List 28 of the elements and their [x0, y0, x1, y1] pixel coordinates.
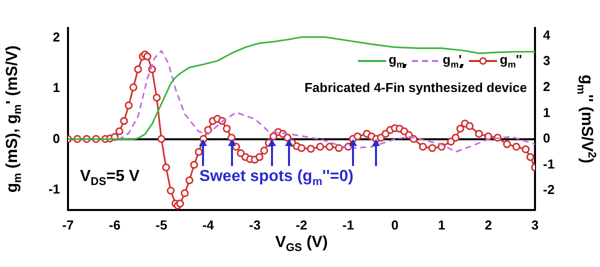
x-tick-label: 2: [484, 217, 492, 232]
y2-tick-label: 1: [543, 104, 550, 120]
x-tick-label: -4: [202, 217, 215, 232]
x-tick-label: -7: [62, 217, 74, 232]
annotation: Fabricated 4-Fin synthesized device: [304, 80, 527, 95]
legend-label: g$_{m}$': [442, 52, 462, 70]
y2-tick-label: -1: [543, 156, 555, 172]
y-tick-label: 2: [52, 30, 60, 45]
y2-tick-label: 3: [543, 53, 550, 68]
x-axis-title: V$_{GS}$ (V): [275, 234, 328, 254]
annotation: V$_{DS}$=5 V: [80, 168, 140, 188]
x-tick-label: -6: [108, 217, 120, 232]
x-tick-label: 1: [438, 217, 446, 232]
y2-tick-label: 4: [543, 27, 551, 42]
y2-tick-label: 0: [543, 130, 550, 146]
x-tick-label: -5: [156, 217, 168, 232]
y-tick-label: 0: [52, 130, 60, 146]
x-tick-label: 0: [391, 217, 399, 232]
y-tick-label: 1: [52, 80, 60, 96]
x-tick-label: -3: [249, 217, 261, 232]
legend-label: g$_{m}$'': [500, 52, 522, 70]
x-tick-label: 3: [531, 217, 539, 232]
x-tick-label: -2: [296, 217, 308, 232]
y2-tick-label: 2: [543, 78, 550, 94]
x-tick-label: -1: [342, 217, 354, 232]
annotation: Sweet spots (g$_{m}$''=0): [199, 168, 354, 188]
y-tick-label: -1: [48, 181, 60, 196]
y2-tick-label: -2: [543, 182, 555, 198]
